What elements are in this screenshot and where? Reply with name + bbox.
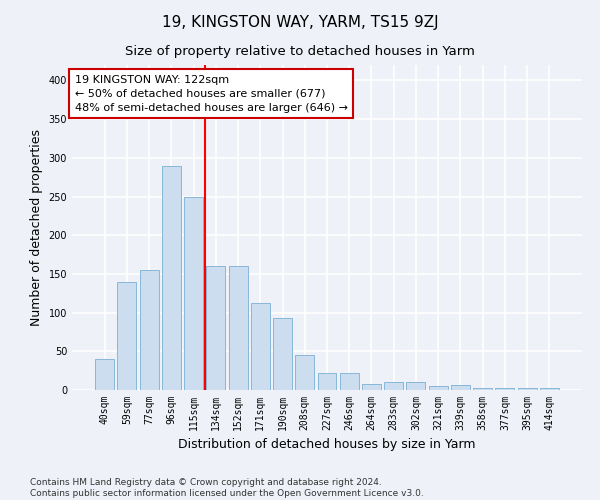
Bar xyxy=(295,355,314,390)
Bar xyxy=(206,266,225,390)
Bar xyxy=(317,373,337,390)
Bar xyxy=(95,359,114,390)
Bar xyxy=(406,382,425,390)
Bar xyxy=(229,266,248,390)
Text: 19 KINGSTON WAY: 122sqm
← 50% of detached houses are smaller (677)
48% of semi-d: 19 KINGSTON WAY: 122sqm ← 50% of detache… xyxy=(74,74,347,113)
Text: Contains HM Land Registry data © Crown copyright and database right 2024.
Contai: Contains HM Land Registry data © Crown c… xyxy=(30,478,424,498)
Bar xyxy=(540,388,559,390)
Bar xyxy=(118,282,136,390)
Bar xyxy=(496,388,514,390)
Bar xyxy=(140,270,158,390)
Bar xyxy=(429,386,448,390)
Bar xyxy=(384,382,403,390)
Text: Size of property relative to detached houses in Yarm: Size of property relative to detached ho… xyxy=(125,45,475,58)
Bar xyxy=(340,373,359,390)
Bar xyxy=(473,388,492,390)
Y-axis label: Number of detached properties: Number of detached properties xyxy=(30,129,43,326)
Bar xyxy=(184,196,203,390)
Bar xyxy=(162,166,181,390)
X-axis label: Distribution of detached houses by size in Yarm: Distribution of detached houses by size … xyxy=(178,438,476,452)
Text: 19, KINGSTON WAY, YARM, TS15 9ZJ: 19, KINGSTON WAY, YARM, TS15 9ZJ xyxy=(161,15,439,30)
Bar xyxy=(451,384,470,390)
Bar xyxy=(362,384,381,390)
Bar xyxy=(251,302,270,390)
Bar xyxy=(518,388,536,390)
Bar xyxy=(273,318,292,390)
